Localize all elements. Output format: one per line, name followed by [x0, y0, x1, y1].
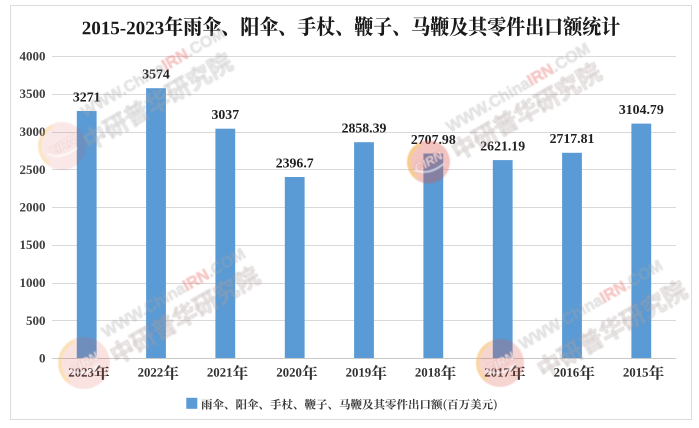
svg-text:0: 0 [39, 351, 46, 366]
svg-text:2396.7: 2396.7 [276, 155, 314, 170]
svg-text:2858.39: 2858.39 [342, 121, 387, 136]
svg-text:500: 500 [26, 313, 46, 328]
svg-text:1500: 1500 [20, 237, 46, 252]
svg-text:2717.81: 2717.81 [550, 131, 595, 146]
svg-text:1000: 1000 [20, 275, 46, 290]
svg-text:3104.79: 3104.79 [619, 102, 664, 117]
svg-text:2621.19: 2621.19 [480, 139, 525, 154]
svg-text:3271: 3271 [73, 89, 101, 104]
svg-text:3037: 3037 [212, 107, 240, 122]
svg-text:2500: 2500 [20, 162, 46, 177]
svg-text:3000: 3000 [20, 124, 46, 139]
svg-text:3574: 3574 [142, 67, 170, 82]
svg-text:3500: 3500 [20, 86, 46, 101]
svg-text:2000: 2000 [20, 200, 46, 215]
svg-text:4000: 4000 [20, 49, 46, 64]
